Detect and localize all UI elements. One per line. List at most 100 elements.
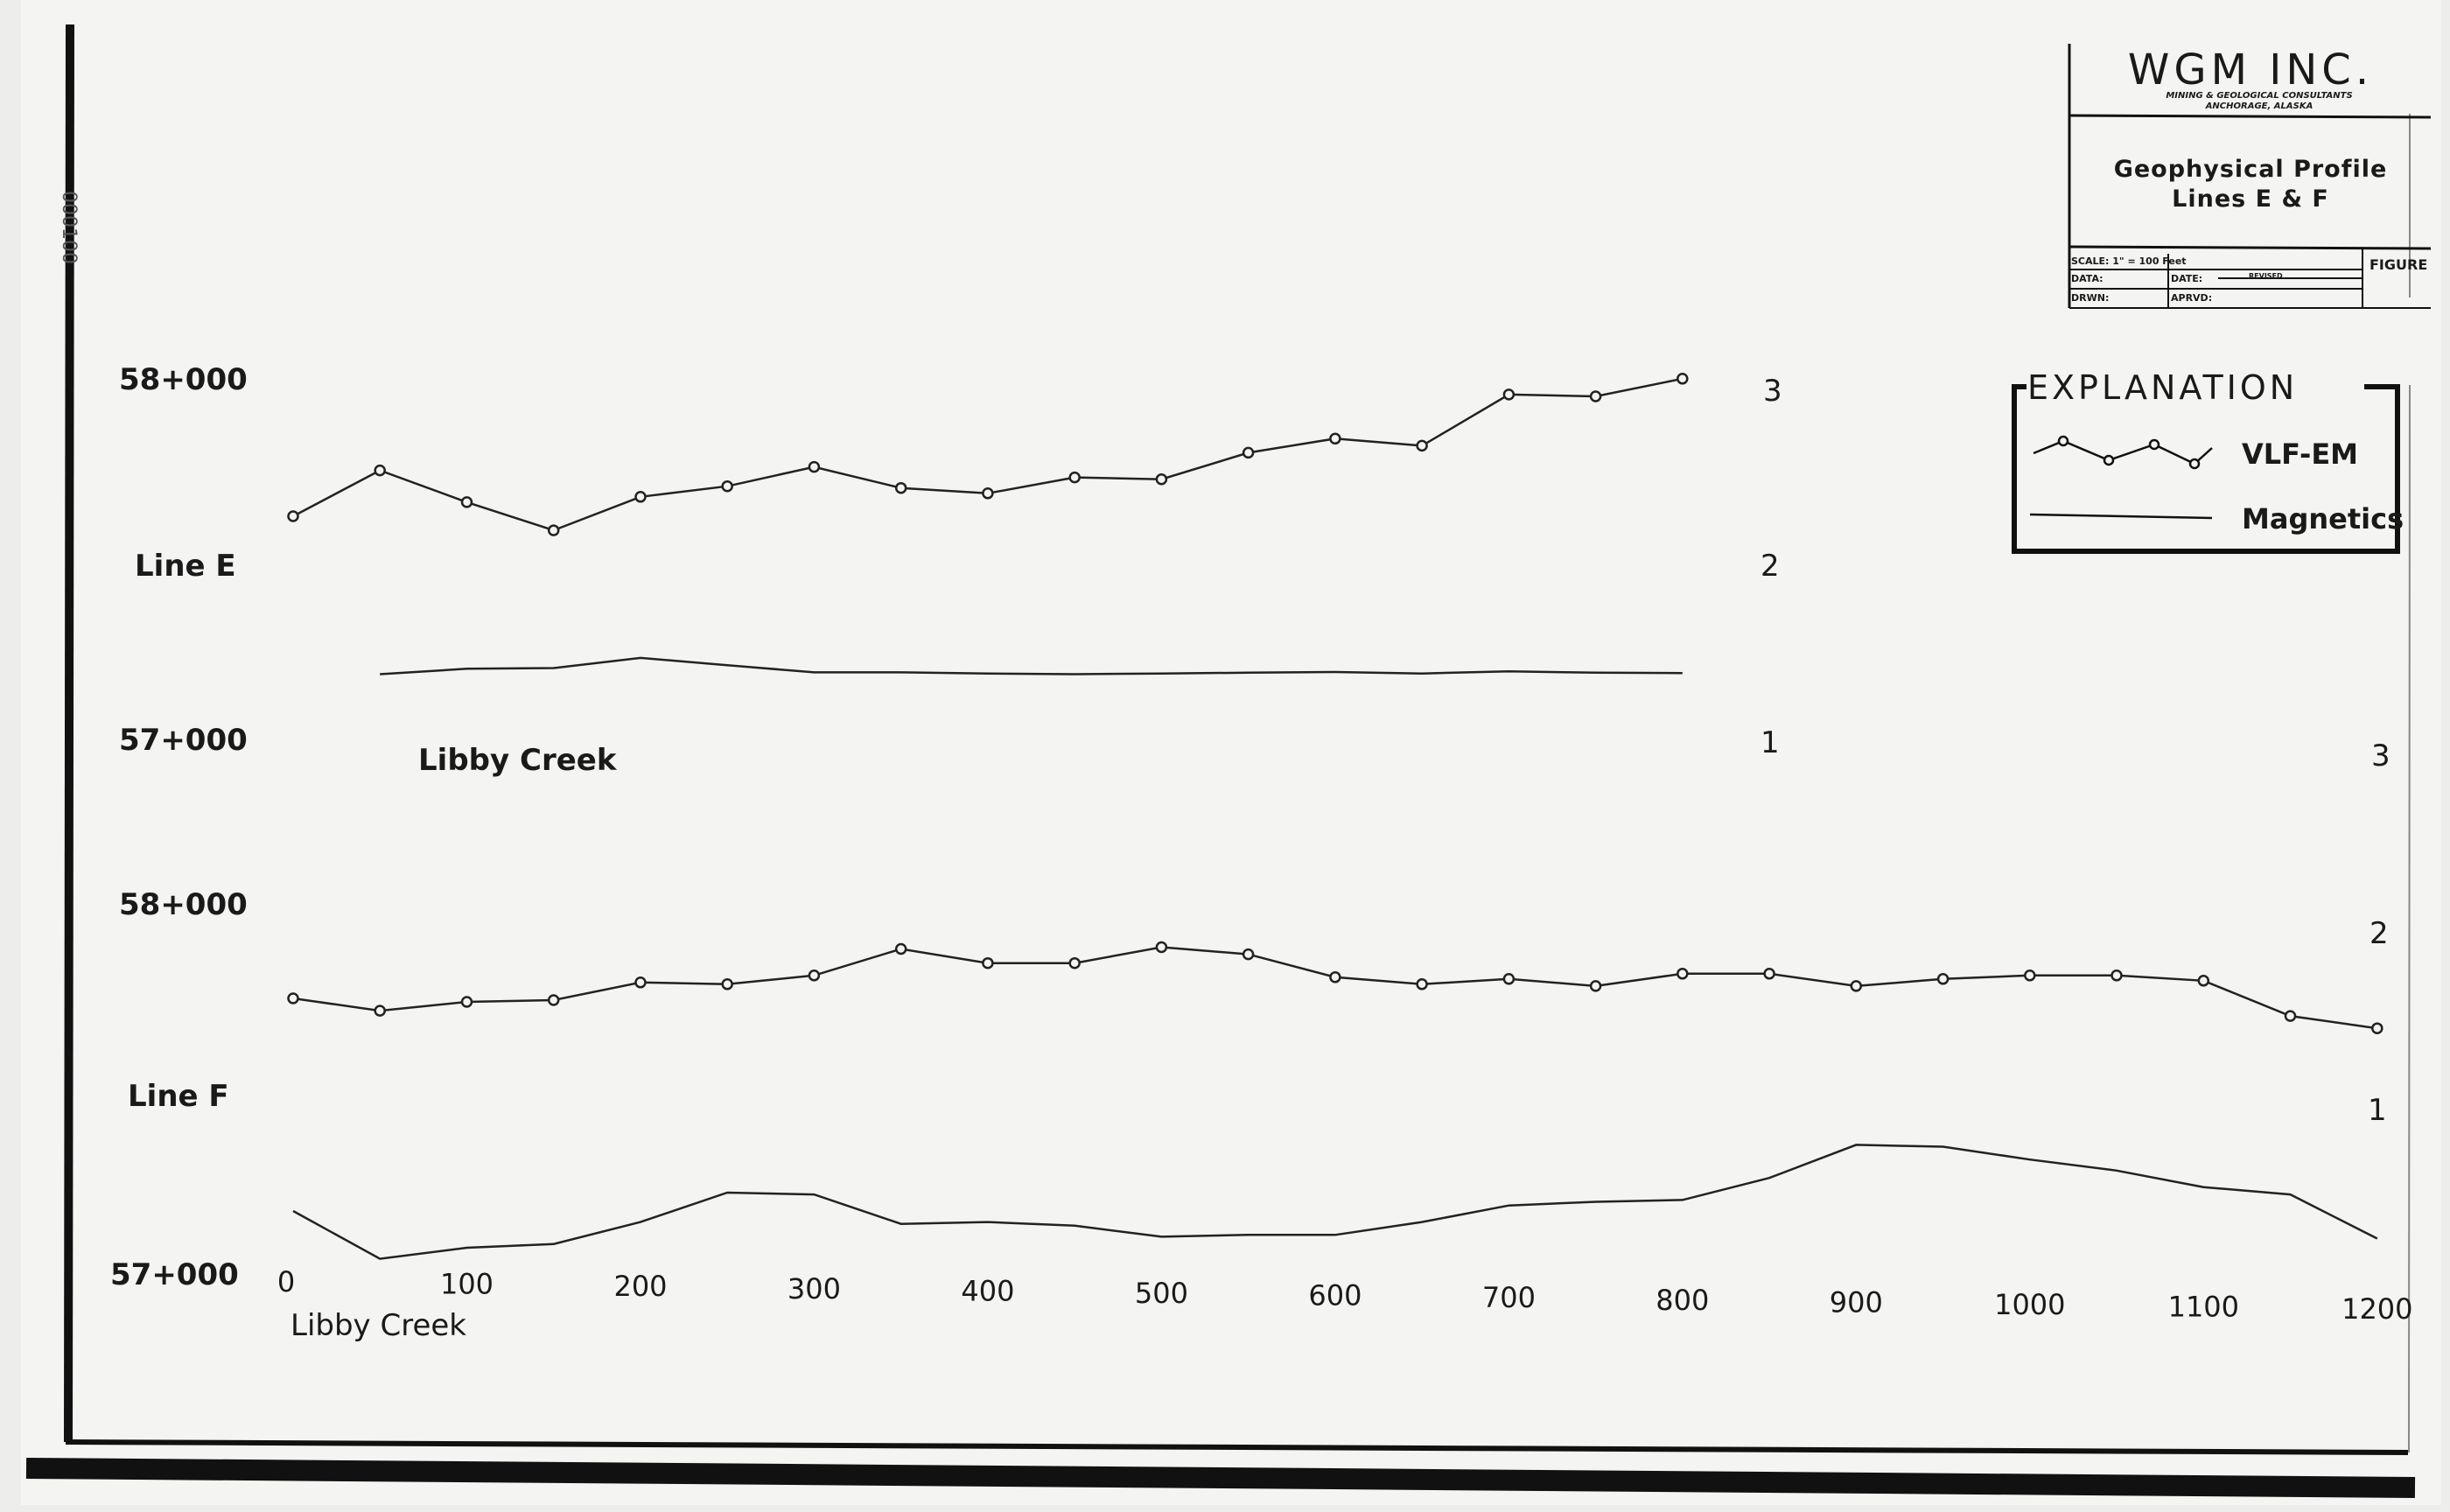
line-f-vlf-point	[547, 994, 560, 1006]
line-e-vlf-point	[1676, 373, 1689, 385]
line-f-x-axis-ticks: 0 100 200 300 400 500 600 700 800 900 1000 1100 1200	[277, 1265, 2413, 1326]
line-f-x-tick-label: 900	[1830, 1285, 1883, 1319]
line-f-vlf-point	[721, 978, 733, 990]
frame-bottom-heavy	[25, 1458, 2416, 1498]
date-field: DATE:	[2171, 273, 2202, 284]
line-e-vlf-point	[287, 510, 299, 522]
line-f-vlf-point	[1936, 973, 1950, 985]
line-f-x-tick-label: 300	[788, 1272, 841, 1306]
line-f-vlf-point	[982, 956, 994, 970]
line-e-creek-label: Libby Creek	[418, 743, 618, 778]
title-block-divider-1	[2068, 114, 2432, 119]
line-f-vlf-tick-2: 2	[2370, 916, 2389, 951]
line-f-vlf-point	[1763, 968, 1775, 980]
line-f-vlf-points	[287, 941, 2384, 1034]
frame-bottom	[65, 1439, 2409, 1455]
line-e-vlf-point	[1242, 446, 1255, 459]
line-e-vlf-tick-1: 1	[1760, 725, 1780, 760]
line-e-vlf-tick-3: 3	[1763, 374, 1782, 409]
legend-vlf-label: VLF-EM	[2242, 438, 2358, 471]
aprvd-field: APRVD:	[2171, 292, 2212, 304]
line-f-vlf-point	[460, 996, 473, 1008]
line-f-vlf-point	[1068, 956, 1081, 970]
line-e-vlf-point	[634, 491, 647, 503]
frame-left	[64, 24, 74, 1443]
line-f-vlf-point	[2197, 975, 2210, 987]
explanation-legend: EXPLANATION VLF-EM Magnetics	[2012, 368, 2404, 554]
legend-mag-symbol	[2029, 513, 2213, 520]
legend-box	[2012, 384, 2400, 554]
line-e-magnetics-series	[380, 656, 1683, 676]
line-f-vlf-point	[634, 976, 647, 989]
line-f-x-tick-label: 700	[1482, 1281, 1536, 1314]
line-f-vlf-point	[808, 970, 821, 982]
figure-field: FIGURE	[2370, 256, 2427, 273]
revised-field: REVISED	[2249, 272, 2283, 280]
line-e-mag-tick-57000: 57+000	[119, 723, 248, 758]
line-e-vlf-point	[547, 524, 560, 536]
line-e-vlf-point	[894, 481, 907, 494]
line-e-vlf-point	[808, 460, 821, 473]
line-f-vlf-point	[1155, 941, 1168, 954]
line-f-vlf-tick-1: 1	[2368, 1093, 2387, 1128]
line-f-x-tick-label: 1000	[1994, 1288, 2065, 1321]
line-f-x-tick-label: 500	[1135, 1277, 1188, 1310]
line-f-x-tick-label: 0	[277, 1265, 295, 1298]
line-f-x-tick-label: 200	[613, 1270, 667, 1303]
legend-mag-label: Magnetics	[2242, 502, 2404, 536]
line-f-vlf-point	[2371, 1022, 2384, 1034]
scale-field: SCALE: 1" = 100 Feet	[2071, 256, 2187, 267]
profile-line-e: 58+000 Line E 57+000 Libby Creek 3 2 1	[119, 362, 1782, 778]
line-e-vlf-point	[1416, 439, 1428, 452]
line-f-vlf-point	[1850, 980, 1863, 992]
line-f-label: Line F	[128, 1079, 229, 1114]
line-f-x-tick-label: 600	[1308, 1279, 1362, 1312]
line-f-x-tick-label: 100	[440, 1268, 494, 1301]
line-f-mag-tick-58000: 58+000	[119, 887, 248, 922]
line-f-creek-label: Libby Creek	[290, 1308, 466, 1343]
line-f-vlf-point	[2284, 1010, 2297, 1022]
line-f-vlf-point	[287, 992, 299, 1004]
title-block: WGM INC. MINING & GEOLOGICAL CONSULTANTS…	[2068, 44, 2432, 309]
line-e-mag-tick-58000: 58+000	[119, 362, 248, 397]
line-f-vlf-point	[1329, 971, 1341, 984]
line-e-vlf-point	[1589, 390, 1602, 402]
line-e-vlf-point	[1502, 388, 1516, 401]
line-f-vlf-tick-3: 3	[2371, 738, 2390, 774]
line-f-mag-tick-57000: 57+000	[110, 1257, 239, 1292]
frame-right-faint	[2408, 384, 2411, 1453]
line-f-magnetics-series	[292, 1144, 2378, 1260]
line-e-vlf-point	[1155, 472, 1168, 486]
line-f-x-tick-label: 400	[961, 1274, 1014, 1307]
figure-title-line2: Lines E & F	[2172, 186, 2329, 213]
drwn-field: DRWN:	[2071, 292, 2109, 304]
line-e-vlf-point	[1068, 471, 1081, 484]
line-e-vlf-points	[287, 373, 1689, 536]
line-e-vlf-point	[460, 496, 473, 508]
line-e-vlf-tick-2: 2	[1760, 549, 1780, 584]
line-f-x-tick-label: 1100	[2168, 1291, 2239, 1324]
line-f-x-tick-label: 800	[1656, 1284, 1709, 1317]
line-f-vlf-point	[1502, 973, 1516, 985]
legend-vlf-symbol	[2033, 435, 2213, 470]
line-f-vlf-point	[2110, 970, 2123, 982]
line-e-vlf-point	[721, 480, 733, 493]
line-f-vlf-point	[1676, 968, 1689, 980]
line-e-vlf-point	[1329, 432, 1341, 445]
line-e-vlf-point	[982, 487, 994, 500]
line-f-vlf-point	[1416, 978, 1428, 990]
drawing-frame	[25, 24, 2416, 1498]
company-subtitle-1: MINING & GEOLOGICAL CONSULTANTS	[2166, 91, 2352, 101]
line-f-vlf-point	[374, 1004, 386, 1017]
figure-title-line1: Geophysical Profile	[2114, 156, 2388, 183]
data-field: DATA:	[2071, 273, 2104, 284]
line-f-vlf-point	[1242, 948, 1255, 961]
line-f-vlf-point	[2024, 970, 2036, 982]
title-block-divider-2	[2068, 245, 2432, 250]
line-f-x-tick-label: 1200	[2342, 1292, 2412, 1326]
line-f-vlf-point	[1589, 980, 1602, 992]
line-e-label: Line E	[135, 549, 236, 584]
company-name: WGM INC.	[2128, 46, 2373, 94]
profile-line-f: 58+000 Line F 57+000 3 2 1 0 100 200 300 400…	[110, 738, 2413, 1343]
